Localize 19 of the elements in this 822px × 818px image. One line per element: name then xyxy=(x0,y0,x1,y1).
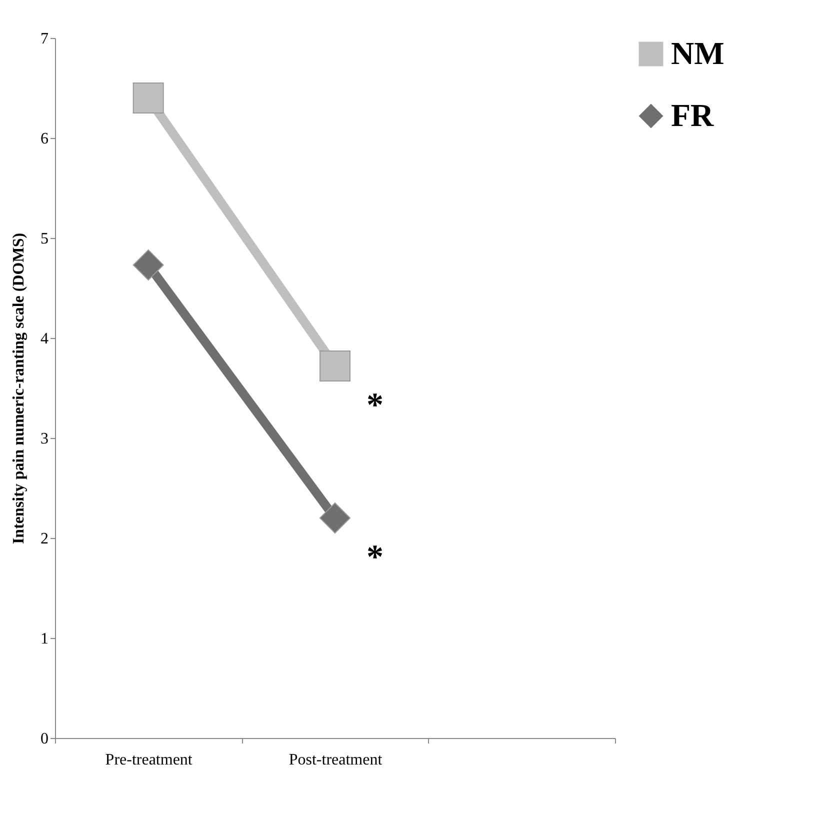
y-tick-label: 3 xyxy=(40,430,48,448)
point xyxy=(320,350,350,382)
y-tick-label: 7 xyxy=(40,30,48,48)
annotation: * xyxy=(366,387,384,424)
legend-label: NM xyxy=(671,35,724,71)
y-tick-label: 1 xyxy=(40,630,48,648)
y-tick-label: 6 xyxy=(40,130,48,148)
legend-label: FR xyxy=(671,97,715,133)
annotation: * xyxy=(366,539,384,576)
point xyxy=(132,250,164,280)
y-tick-label: 4 xyxy=(40,330,48,348)
x-tick-label: Post-treatment xyxy=(288,752,383,768)
x-tick-label: Pre-treatment xyxy=(105,752,193,768)
y-tick-label: 2 xyxy=(40,530,48,548)
y-tick-label: 0 xyxy=(40,730,48,748)
y-tick-label: 5 xyxy=(40,230,48,248)
point xyxy=(132,82,164,114)
point xyxy=(320,502,350,534)
y-axis-title: Intensity pain numeric-ranting scale (DOMS) xyxy=(10,232,28,544)
